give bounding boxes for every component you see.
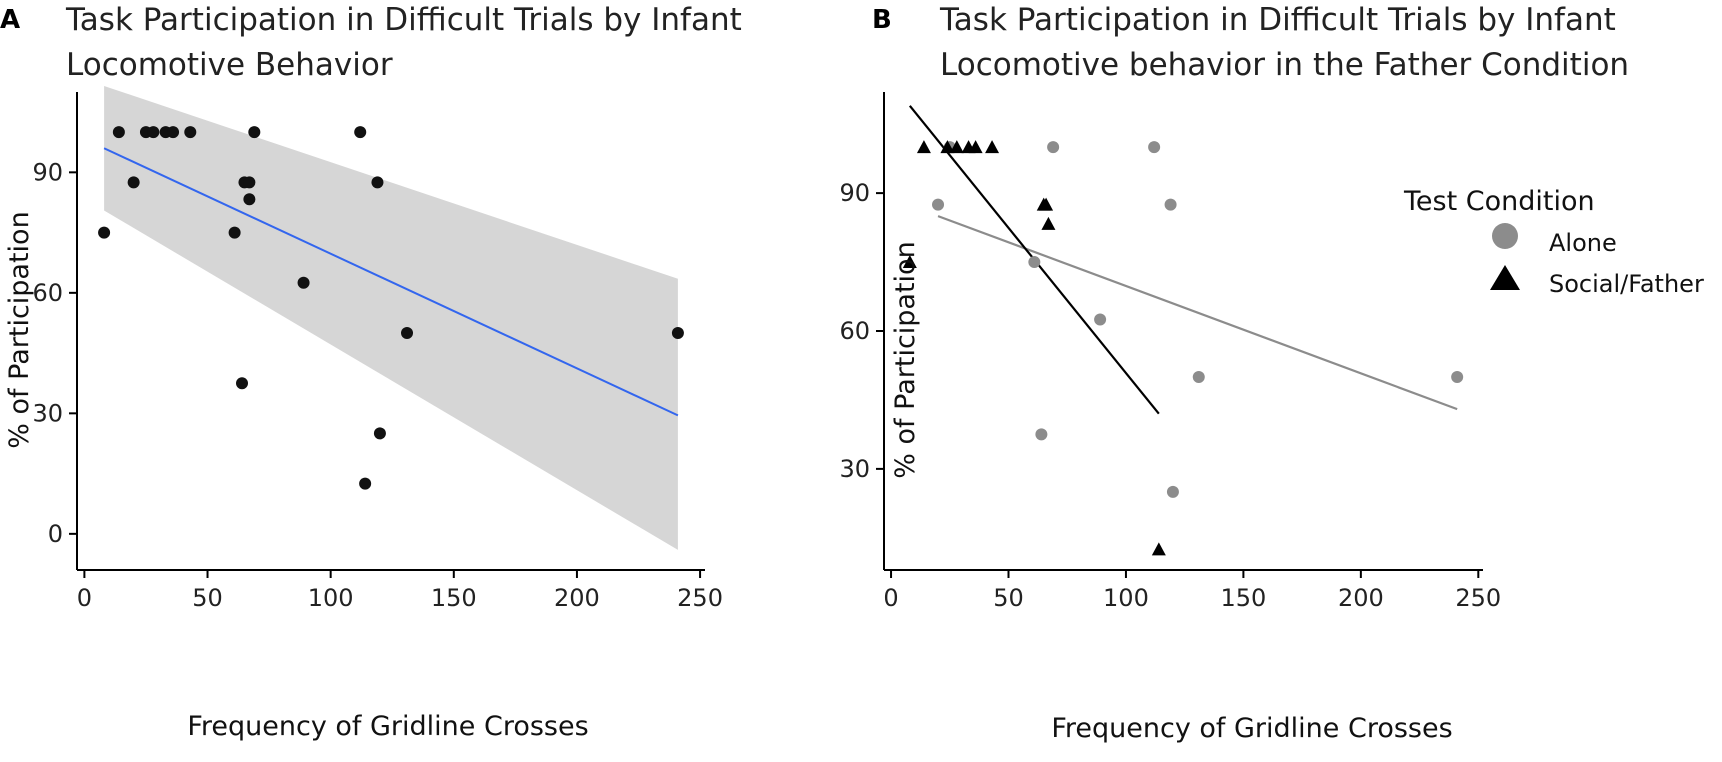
panel-a-x-tick-label: 0 <box>77 584 92 612</box>
panel-b-x-tick-label: 250 <box>1455 584 1501 612</box>
panel-a-data-point <box>184 126 197 139</box>
panel-a-regression-line <box>103 147 679 417</box>
panel-a-y-tick-label: 30 <box>32 399 63 427</box>
panel-b-social-father-point <box>1041 216 1056 230</box>
panel-a-x-tick-label: 100 <box>308 584 354 612</box>
panel-b-social-father-point <box>949 140 964 154</box>
panel-b-title-line-2: Locomotive behavior in the Father Condit… <box>940 47 1629 83</box>
panel-a-data-point <box>236 377 249 390</box>
panel-a-data-point <box>373 427 386 440</box>
panel-b-alone-point <box>1451 370 1464 383</box>
panel-a-data-point <box>359 477 372 490</box>
panel-b-social-father-point <box>902 255 917 269</box>
panel-b-alone-point <box>1148 141 1161 154</box>
panel-a-data-point <box>671 327 684 340</box>
panel-a-y-axis-label: % of Participation <box>4 211 35 448</box>
panel-b-x-tick-label: 150 <box>1220 584 1266 612</box>
panel-a-x-tick-label: 250 <box>677 584 723 612</box>
panel-a-x-tick-label: 200 <box>554 584 600 612</box>
legend-title: Test Condition <box>1403 186 1595 217</box>
panel-a-data-point <box>127 176 140 189</box>
panel-a-title-line-2: Locomotive Behavior <box>66 47 393 83</box>
legend-social-father-marker <box>1490 265 1520 290</box>
panel-b-x-tick-label: 50 <box>993 584 1024 612</box>
panel-b-social-father-point <box>1151 542 1166 556</box>
panel-a-x-axis-label: Frequency of Gridline Crosses <box>187 711 588 742</box>
panel-b-alone-point <box>1035 428 1048 441</box>
legend-alone-marker <box>1492 223 1518 249</box>
panel-a-plot-area: 0 50 100 150 200 250 0 30 60 90 <box>32 85 723 612</box>
panel-b-alone-point <box>1192 370 1205 383</box>
panel-a: A Task Participation in Difficult Trials… <box>0 2 742 742</box>
panel-a-data-point <box>98 226 111 239</box>
panel-a-data-point <box>228 226 241 239</box>
legend: Test Condition Alone Social/Father <box>1403 186 1704 298</box>
panel-b-y-tick-label: 30 <box>839 455 870 483</box>
panel-b-alone-point <box>932 198 945 211</box>
panel-b: B Task Participation in Difficult Trials… <box>839 2 1703 744</box>
panel-a-data-point <box>401 327 414 340</box>
legend-social-father-label: Social/Father <box>1549 270 1704 298</box>
panel-b-y-tick-label: 90 <box>839 179 870 207</box>
panel-a-data-point <box>243 176 256 189</box>
panel-a-y-tick-label: 90 <box>32 158 63 186</box>
panel-b-y-tick-label: 60 <box>839 317 870 345</box>
panel-b-alone-point <box>1164 198 1177 211</box>
panel-b-x-axis-label: Frequency of Gridline Crosses <box>1051 713 1452 744</box>
panel-a-data-point <box>167 126 180 139</box>
panel-b-title-line-1: Task Participation in Difficult Trials b… <box>939 2 1616 38</box>
panel-b-alone-point <box>1028 256 1041 269</box>
panel-b-x-tick-label: 200 <box>1338 584 1384 612</box>
legend-alone-label: Alone <box>1549 229 1617 257</box>
panel-b-social-father-point <box>1039 197 1054 211</box>
panel-b-y-axis-label: % of Participation <box>890 241 921 478</box>
panel-b-social-father-point <box>916 140 931 154</box>
panel-b-alone-point <box>1094 313 1107 326</box>
panel-a-data-point <box>354 126 367 139</box>
panel-b-x-tick-label: 0 <box>883 584 898 612</box>
panel-b-social-father-point <box>985 140 1000 154</box>
panel-a-x-tick-label: 50 <box>192 584 223 612</box>
panel-b-x-tick-label: 100 <box>1103 584 1149 612</box>
panel-a-x-tick-label: 150 <box>431 584 477 612</box>
panel-b-letter: B <box>872 5 892 35</box>
panel-a-data-point <box>297 276 310 289</box>
panel-a-data-point <box>112 126 125 139</box>
panel-a-y-tick-label: 0 <box>48 520 63 548</box>
panel-a-letter: A <box>0 5 20 35</box>
panel-a-title-line-1: Task Participation in Difficult Trials b… <box>65 2 742 38</box>
panel-a-data-point <box>243 193 256 206</box>
panel-b-alone-point <box>1047 141 1060 154</box>
panel-a-data-point <box>248 126 261 139</box>
panel-a-y-tick-label: 60 <box>32 279 63 307</box>
panel-a-confidence-band <box>104 85 678 550</box>
panel-b-social-father-point <box>968 140 983 154</box>
panel-a-data-point <box>147 126 160 139</box>
panel-b-plot-area: 0 50 100 150 200 250 30 60 90 <box>839 92 1501 612</box>
panel-a-data-point <box>371 176 384 189</box>
panel-b-alone-point <box>1166 485 1179 498</box>
panel-b-social-father-point <box>940 140 955 154</box>
